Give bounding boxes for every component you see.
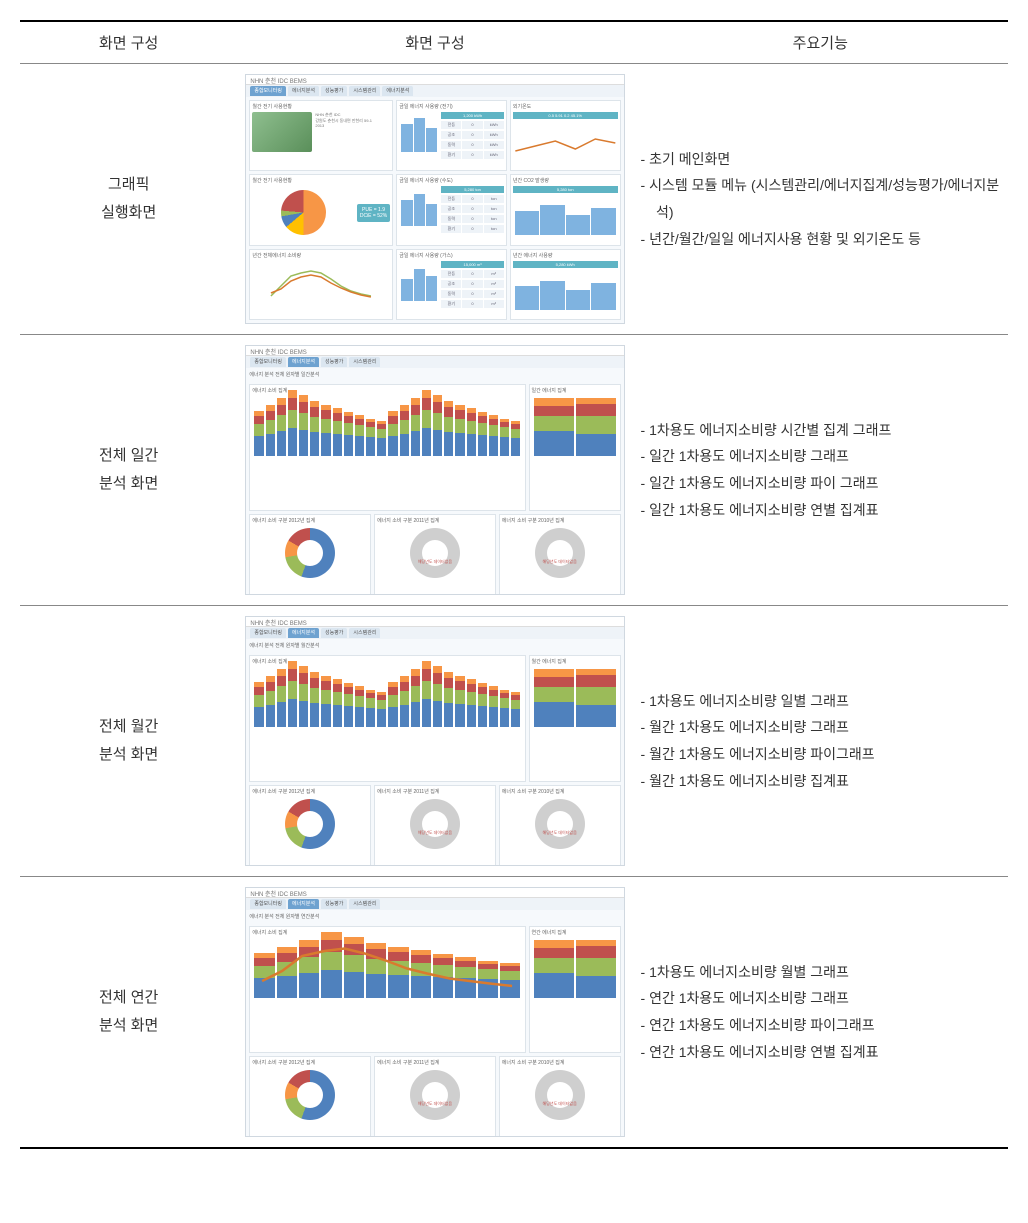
donut-icon [410, 528, 460, 578]
donut-icon [410, 1070, 460, 1120]
donut-icon [285, 528, 335, 578]
thumbnail-day: NHN 춘천 IDC BEMS 종합모니터링에너지분석성능평가시스템관리 에너지… [245, 345, 624, 595]
row-thumbnail: NHN 춘천 IDC BEMS 종합모니터링에너지분석성능평가시스템관리 에너지… [237, 335, 632, 606]
pie-icon [281, 190, 326, 235]
brand: NHN 춘천 IDC BEMS [250, 621, 306, 627]
site-photo [252, 112, 312, 152]
table-row: 전체 연간분석 화면 NHN 춘천 IDC BEMS 종합모니터링에너지분석성능… [20, 877, 1008, 1149]
tab[interactable]: 에너지분석 [288, 357, 319, 367]
header-col1: 화면 구성 [20, 21, 237, 64]
row-name: 전체 연간분석 화면 [20, 877, 237, 1149]
row-features: 1차용도 에너지소비량 월별 그래프연간 1차용도 에너지소비량 그래프연간 1… [633, 877, 1008, 1149]
row-name: 그래픽실행화면 [20, 64, 237, 335]
feature-item: 연간 1차용도 에너지소비량 연별 집계표 [641, 1039, 1000, 1066]
feature-item: 일간 1차용도 에너지소비량 그래프 [641, 443, 1000, 470]
tab[interactable]: 성능평가 [321, 86, 347, 96]
feature-item: 시스템 모듈 메뉴 (시스템관리/에너지집계/성능평가/에너지분석) [641, 172, 1000, 225]
feature-item: 1차용도 에너지소비량 월별 그래프 [641, 959, 1000, 986]
donut-icon [410, 799, 460, 849]
header-col3: 주요기능 [633, 21, 1008, 64]
donut-icon [535, 1070, 585, 1120]
row-thumbnail: NHN 춘천 IDC BEMS 종합모니터링에너지분석성능평가시스템관리 에너지… [237, 606, 632, 877]
feature-item: 월간 1차용도 에너지소비량 그래프 [641, 714, 1000, 741]
feature-item: 연간 1차용도 에너지소비량 그래프 [641, 985, 1000, 1012]
feature-item: 월간 1차용도 에너지소비량 집계표 [641, 768, 1000, 795]
row-features: 초기 메인화면시스템 모듈 메뉴 (시스템관리/에너지집계/성능평가/에너지분석… [633, 64, 1008, 335]
table-row: 전체 월간분석 화면 NHN 춘천 IDC BEMS 종합모니터링에너지분석성능… [20, 606, 1008, 877]
tab[interactable]: 성능평가 [321, 628, 347, 638]
tab[interactable]: 에너지분석 [288, 899, 319, 909]
row-name: 전체 월간분석 화면 [20, 606, 237, 877]
spec-table: 화면 구성 화면 구성 주요기능 그래픽실행화면 NHN 춘천 IDC BEMS… [20, 20, 1008, 1149]
donut-icon [535, 799, 585, 849]
header-col2: 화면 구성 [237, 21, 632, 64]
brand: NHN 춘천 IDC BEMS [250, 350, 306, 356]
thumbnail-year: NHN 춘천 IDC BEMS 종합모니터링에너지분석성능평가시스템관리 에너지… [245, 887, 624, 1137]
pue-box: PUE = 1.9DCiE = 52% [357, 204, 390, 222]
feature-item: 초기 메인화면 [641, 146, 1000, 173]
row-thumbnail: NHN 춘천 IDC BEMS 종합모니터링에너지분석성능평가시스템관리 에너지… [237, 877, 632, 1149]
brand: NHN 춘천 IDC BEMS [250, 79, 306, 85]
tab[interactable]: 시스템관리 [349, 86, 380, 96]
tab[interactable]: 종합모니터링 [250, 628, 286, 638]
thumbnail-month: NHN 춘천 IDC BEMS 종합모니터링에너지분석성능평가시스템관리 에너지… [245, 616, 624, 866]
tab[interactable]: 종합모니터링 [250, 899, 286, 909]
tab[interactable]: 시스템관리 [349, 899, 380, 909]
row-name: 전체 일간분석 화면 [20, 335, 237, 606]
tab[interactable]: 에너지분석 [288, 628, 319, 638]
tab[interactable]: 종합모니터링 [250, 86, 286, 96]
feature-item: 연간 1차용도 에너지소비량 파이그래프 [641, 1012, 1000, 1039]
tab[interactable]: 에너지분석 [382, 86, 413, 96]
tab[interactable]: 성능평가 [321, 357, 347, 367]
tab[interactable]: 종합모니터링 [250, 357, 286, 367]
row-features: 1차용도 에너지소비량 일별 그래프월간 1차용도 에너지소비량 그래프월간 1… [633, 606, 1008, 877]
tab[interactable]: 시스템관리 [349, 357, 380, 367]
row-features: 1차용도 에너지소비량 시간별 집계 그래프일간 1차용도 에너지소비량 그래프… [633, 335, 1008, 606]
donut-icon [285, 1070, 335, 1120]
tab[interactable]: 성능평가 [321, 899, 347, 909]
feature-item: 월간 1차용도 에너지소비량 파이그래프 [641, 741, 1000, 768]
donut-icon [535, 528, 585, 578]
feature-item: 일간 1차용도 에너지소비량 파이 그래프 [641, 470, 1000, 497]
table-row: 전체 일간분석 화면 NHN 춘천 IDC BEMS 종합모니터링에너지분석성능… [20, 335, 1008, 606]
feature-item: 1차용도 에너지소비량 시간별 집계 그래프 [641, 417, 1000, 444]
thumbnail-main: NHN 춘천 IDC BEMS 종합모니터링에너지분석성능평가시스템관리에너지분… [245, 74, 624, 324]
brand: NHN 춘천 IDC BEMS [250, 892, 306, 898]
donut-icon [285, 799, 335, 849]
tab[interactable]: 에너지분석 [288, 86, 319, 96]
feature-item: 년간/월간/일일 에너지사용 현황 및 외기온도 등 [641, 226, 1000, 253]
feature-item: 1차용도 에너지소비량 일별 그래프 [641, 688, 1000, 715]
table-row: 그래픽실행화면 NHN 춘천 IDC BEMS 종합모니터링에너지분석성능평가시… [20, 64, 1008, 335]
feature-item: 일간 1차용도 에너지소비량 연별 집계표 [641, 497, 1000, 524]
row-thumbnail: NHN 춘천 IDC BEMS 종합모니터링에너지분석성능평가시스템관리에너지분… [237, 64, 632, 335]
tab[interactable]: 시스템관리 [349, 628, 380, 638]
